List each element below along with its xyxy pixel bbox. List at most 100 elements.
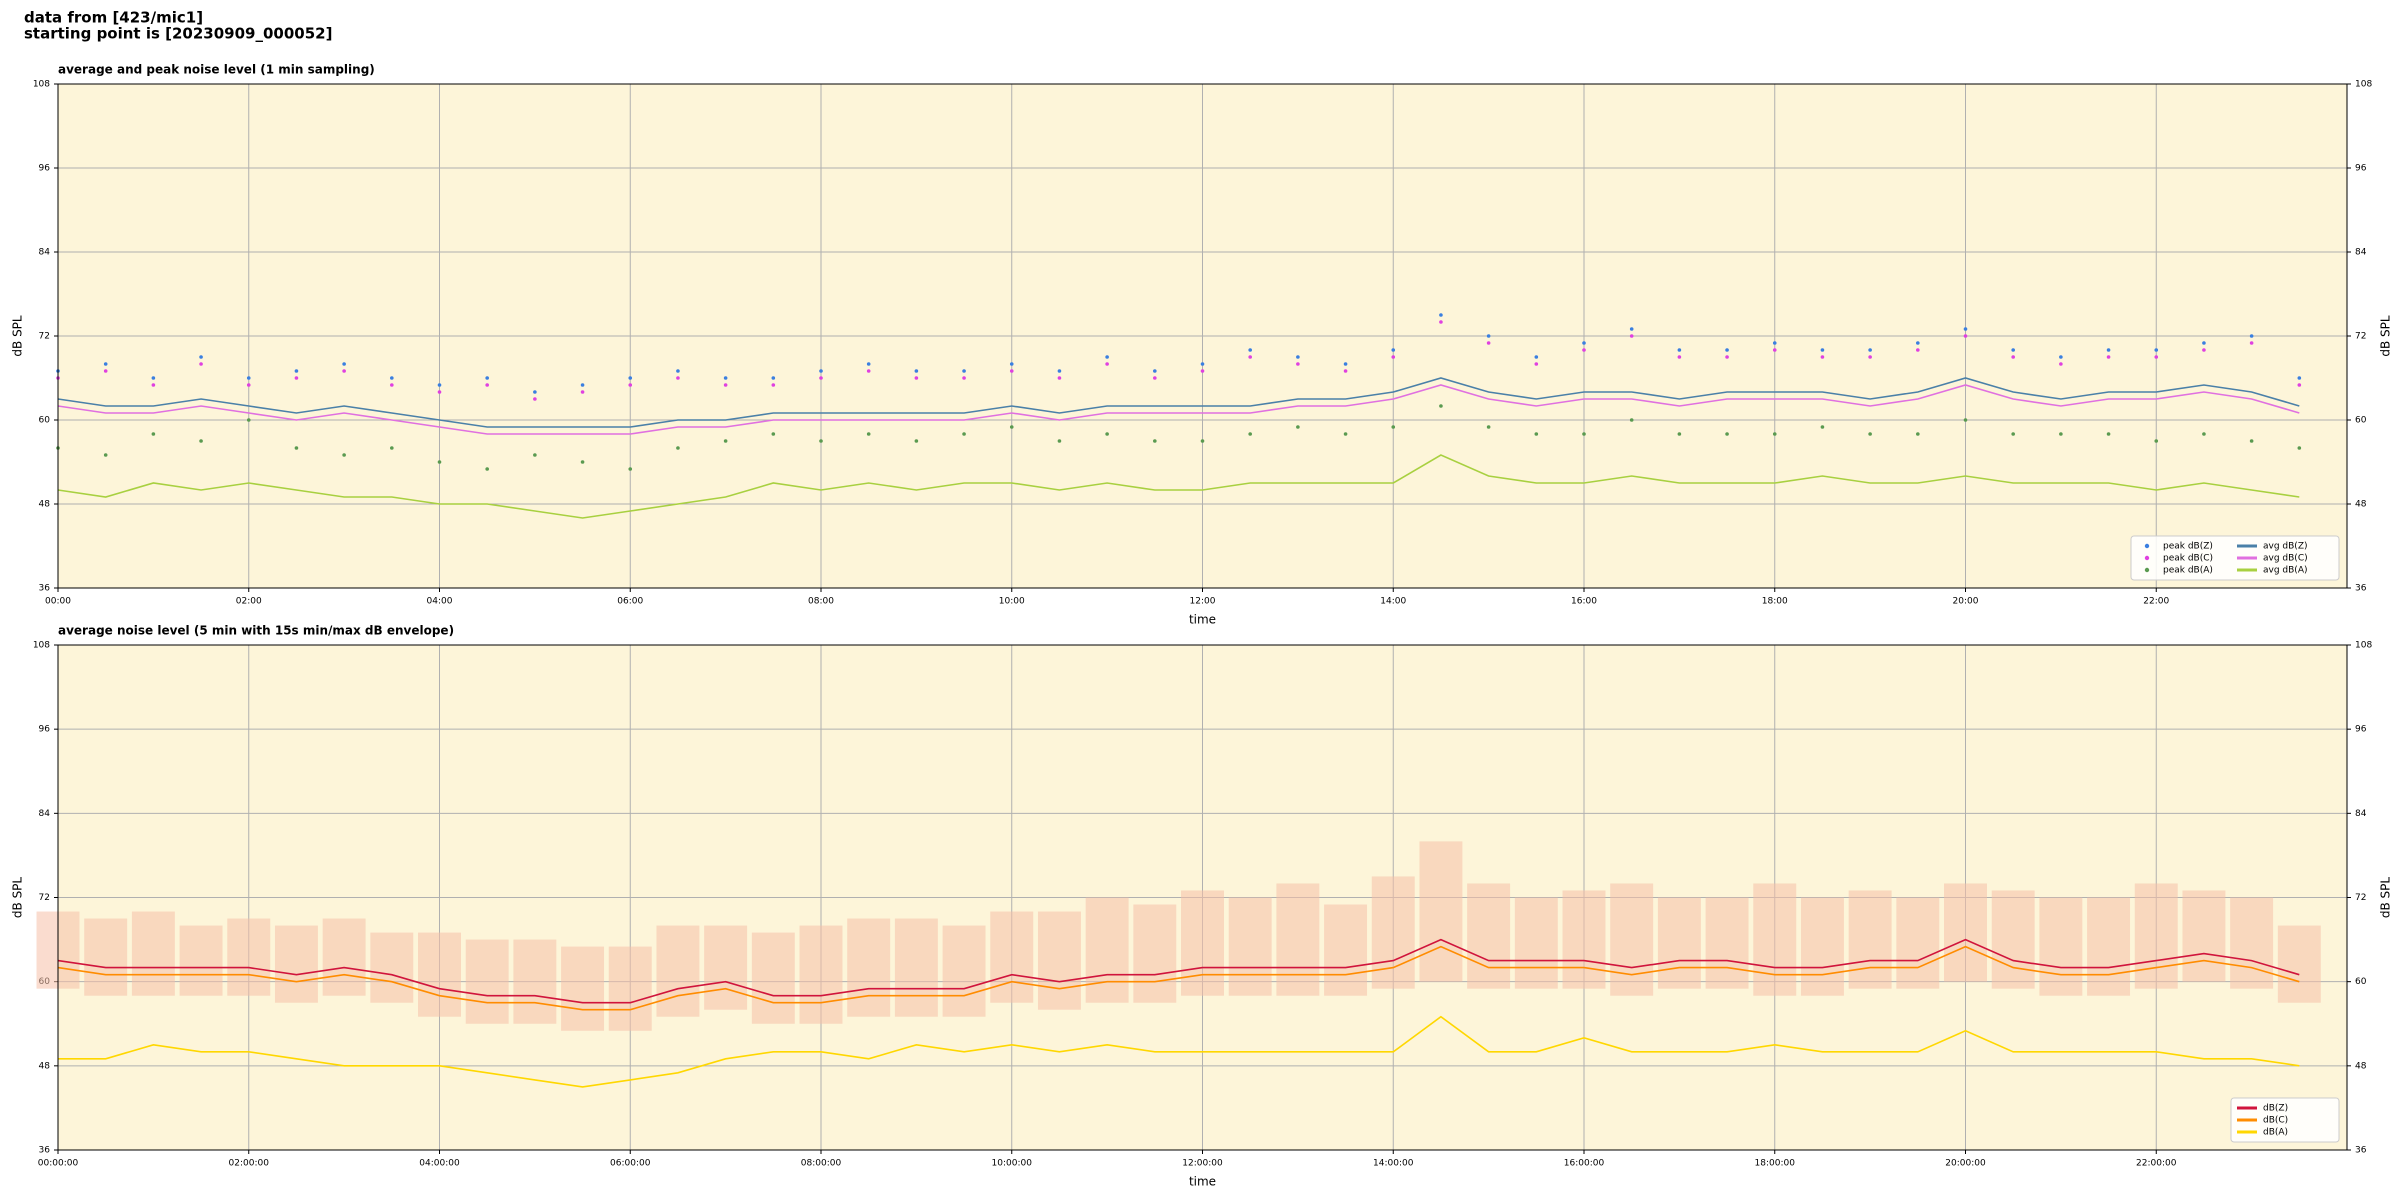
envelope: [799, 925, 843, 1024]
y-tick-label: 36: [2355, 1146, 2367, 1156]
envelope: [2182, 890, 2226, 982]
peak-point: [771, 432, 776, 436]
peak-point: [914, 376, 919, 380]
envelope: [227, 918, 271, 996]
peak-point: [1486, 425, 1491, 429]
x-tick-label: 10:00:00: [992, 1159, 1033, 1169]
y-tick-label: 48: [39, 1061, 51, 1071]
y-tick-label: 36: [39, 584, 51, 594]
x-tick-label: 20:00:00: [1945, 1159, 1986, 1169]
peak-point: [1200, 369, 1205, 373]
peak-point: [1820, 425, 1825, 429]
legend-marker: [2144, 567, 2150, 573]
peak-point: [1296, 362, 1300, 366]
peak-point: [390, 446, 394, 450]
y-axis-label: dB SPL: [11, 315, 25, 357]
x-tick-label: 22:00:00: [2136, 1159, 2177, 1169]
peak-point: [1916, 432, 1920, 436]
legend-label: peak dB(Z): [2163, 542, 2213, 552]
peak-point: [2202, 348, 2206, 352]
envelope: [1085, 897, 1129, 1003]
peak-point: [1725, 432, 1729, 436]
peak-point: [676, 446, 680, 450]
peak-point: [1439, 404, 1443, 408]
y-tick-label: 48: [2355, 1061, 2367, 1071]
peak-point: [294, 446, 299, 450]
envelope: [1514, 897, 1558, 989]
peak-point: [580, 460, 585, 464]
y-tick-label: 72: [2355, 893, 2366, 903]
envelope: [1324, 904, 1368, 996]
peak-point: [1677, 348, 1682, 352]
peak-point: [1486, 341, 1491, 345]
y-tick-label: 84: [2355, 809, 2367, 819]
envelope: [894, 918, 938, 1017]
peak-point: [1534, 432, 1539, 436]
envelope: [2277, 925, 2321, 1003]
peak-point: [2249, 439, 2254, 443]
x-tick-label: 14:00: [1380, 597, 1406, 607]
y-tick-label: 96: [2355, 164, 2367, 174]
envelope: [1181, 890, 1224, 996]
peak-point: [1105, 432, 1109, 436]
x-tick-label: 16:00: [1571, 597, 1597, 607]
y-tick-label: 96: [39, 725, 51, 735]
peak-point: [2154, 439, 2159, 443]
envelope: [2134, 883, 2178, 989]
envelope: [751, 932, 795, 1024]
peak-point: [1677, 355, 1682, 359]
peak-point: [1725, 355, 1729, 359]
series-line: [57, 945, 2300, 1011]
y-tick-label: 48: [2355, 500, 2367, 510]
peak-point: [628, 383, 633, 387]
peak-point: [1105, 355, 1109, 359]
envelope: [1753, 883, 1797, 996]
peak-point: [1439, 313, 1443, 317]
peak-point: [866, 369, 871, 373]
envelope: [1419, 841, 1463, 982]
envelope: [942, 925, 986, 1017]
x-axis-label: time: [1189, 1175, 1216, 1189]
envelope: [1896, 897, 1940, 989]
peak-point: [1963, 327, 1968, 331]
peak-point: [962, 376, 966, 380]
envelope: [465, 939, 509, 1024]
x-tick-label: 12:00: [1190, 597, 1216, 607]
peak-point: [1534, 355, 1539, 359]
y-tick-label: 108: [2355, 80, 2372, 90]
legend-label: dB(Z): [2263, 1104, 2288, 1114]
peak-point: [1057, 376, 1062, 380]
peak-point: [533, 397, 537, 401]
peak-point: [1868, 348, 1872, 352]
peak-point: [199, 362, 203, 366]
peak-point: [1439, 320, 1443, 324]
peak-point: [914, 439, 919, 443]
peak-point: [866, 362, 871, 366]
peak-point: [1772, 341, 1777, 345]
peak-point: [2011, 355, 2015, 359]
peak-point: [2106, 348, 2111, 352]
peak-point: [1820, 348, 1825, 352]
peak-point: [1582, 341, 1586, 345]
chart-title: average and peak noise level (1 min samp…: [58, 63, 375, 77]
y-tick-label: 36: [39, 1146, 51, 1156]
peak-point: [2249, 341, 2254, 345]
legend-label: peak dB(C): [2163, 554, 2213, 564]
peak-point: [1248, 432, 1252, 436]
peak-point: [1629, 327, 1634, 331]
envelope: [1133, 904, 1177, 1003]
envelope: [179, 925, 223, 996]
peak-point: [771, 383, 776, 387]
peak-point: [723, 383, 728, 387]
peak-point: [246, 418, 251, 422]
peak-point: [151, 432, 156, 436]
x-axis-label: time: [1189, 613, 1216, 627]
envelope: [704, 925, 748, 1010]
peak-point: [103, 362, 108, 366]
peak-point: [485, 467, 489, 471]
y-tick-label: 96: [2355, 725, 2367, 735]
peak-point: [1582, 348, 1586, 352]
peak-point: [390, 376, 394, 380]
